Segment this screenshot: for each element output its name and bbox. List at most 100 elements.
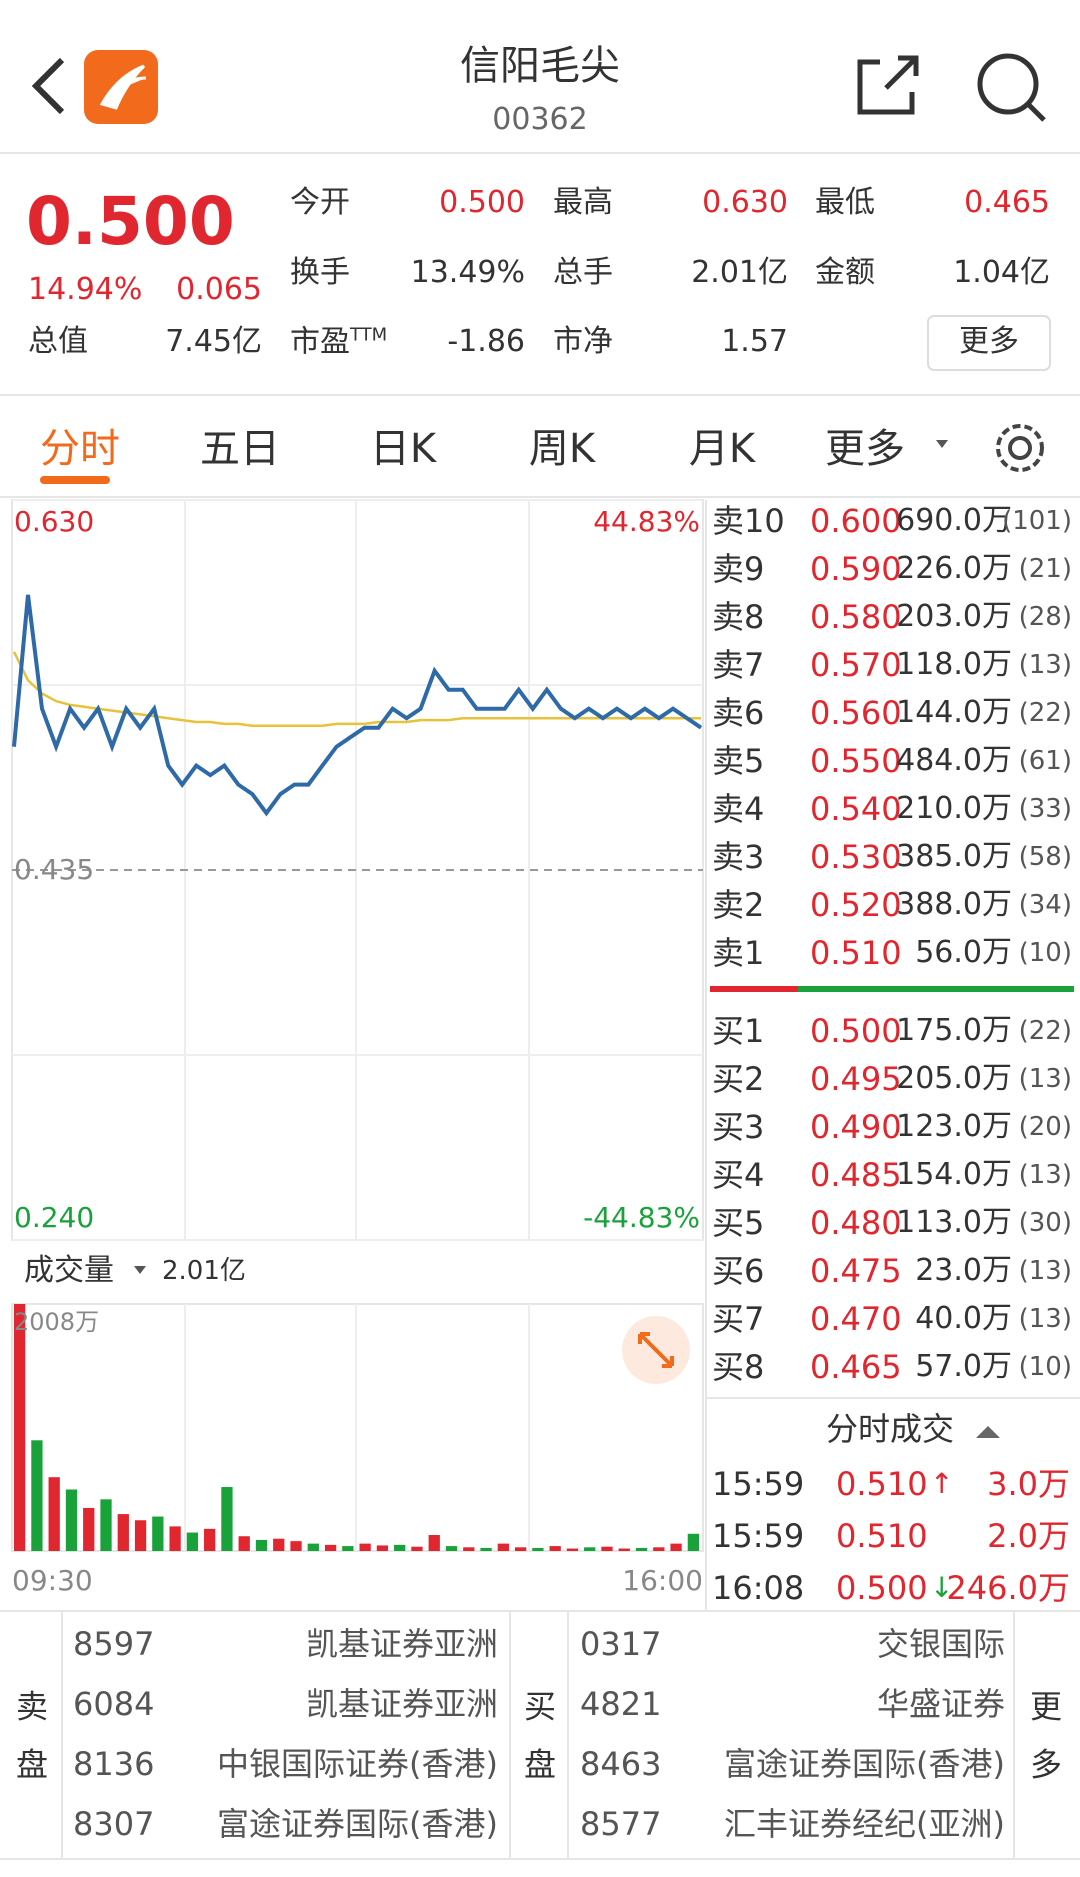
level-count: (58): [1018, 842, 1072, 872]
level-count: (10): [1018, 1352, 1072, 1382]
chart-grid: [184, 500, 530, 1551]
trade-price: 0.510: [836, 1517, 928, 1555]
level-volume: 40.0万: [915, 1301, 1012, 1336]
broker-name: 富途证券国际(香港): [217, 1805, 498, 1843]
x-label: 09:30: [12, 1564, 93, 1597]
search-button[interactable]: [977, 53, 1046, 122]
broker-code: 0317: [580, 1625, 662, 1663]
tab[interactable]: 日K: [369, 426, 437, 472]
change: 0.065: [176, 272, 262, 307]
back-button[interactable]: [31, 57, 65, 115]
volume-bar: [601, 1546, 613, 1551]
level-count: (13): [1018, 1256, 1072, 1286]
level-label: 买2: [712, 1060, 765, 1098]
divider: [0, 1858, 1080, 1860]
series-line: [12, 594, 703, 817]
level-label: 卖1: [712, 934, 765, 972]
stat-value: 0.630: [702, 185, 788, 220]
level-price: 0.485: [810, 1156, 902, 1194]
level-label: 卖8: [712, 598, 765, 636]
superscript: TTM: [350, 324, 388, 346]
broker-name: 中银国际证券(香港): [217, 1745, 498, 1783]
tab[interactable]: 更多: [825, 426, 905, 472]
level-label: 卖2: [712, 886, 765, 924]
broker-name: 富途证券国际(香港): [724, 1745, 1005, 1783]
level-price: 0.490: [810, 1108, 902, 1146]
volume-bar: [687, 1533, 699, 1551]
y-tick-label: 0.435: [14, 853, 95, 886]
level-price: 0.550: [810, 742, 902, 780]
volume-bar: [117, 1514, 129, 1551]
volume-bar: [65, 1489, 78, 1551]
more-button-label[interactable]: 更多: [959, 324, 1019, 359]
dropdown-arrow: [936, 440, 948, 448]
divider: [0, 496, 1080, 498]
share-button[interactable]: [857, 55, 919, 115]
volume-bar: [497, 1543, 509, 1551]
broker-code: 8577: [580, 1805, 662, 1843]
broker-name: 凯基证券亚洲: [305, 1685, 498, 1723]
side-label: 卖盘: [16, 1687, 49, 1783]
level-volume: 118.0万: [896, 647, 1012, 682]
tab[interactable]: 周K: [528, 426, 596, 472]
stat-label: 金额: [815, 255, 875, 290]
level-label: 买4: [712, 1156, 765, 1194]
level-label: 买1: [712, 1012, 765, 1050]
broker-code: 8307: [73, 1805, 155, 1843]
level-volume: 56.0万: [915, 935, 1012, 970]
tab[interactable]: 五日: [200, 426, 280, 472]
volume-bar: [290, 1541, 302, 1551]
volume-bar: [584, 1547, 596, 1551]
level-count: (13): [1018, 1160, 1072, 1190]
trade-time: 15:59: [712, 1517, 805, 1555]
volume-bar: [618, 1548, 630, 1551]
level-price: 0.600: [810, 502, 902, 540]
trade-direction: ↑: [930, 1467, 954, 1500]
volume-bar: [48, 1477, 60, 1551]
more-button[interactable]: [927, 315, 1051, 371]
level-price: 0.500: [810, 1012, 902, 1050]
level-volume: 203.0万: [896, 599, 1012, 634]
level-price: 0.495: [810, 1060, 902, 1098]
trade-direction: ↓: [930, 1571, 954, 1604]
stat-value: 2.01亿: [691, 255, 788, 290]
volume-label[interactable]: 成交量: [24, 1253, 114, 1288]
sort-arrow: [976, 1426, 1000, 1438]
volume-bar: [152, 1516, 164, 1551]
broker-name: 凯基证券亚洲: [305, 1625, 498, 1663]
settings-button[interactable]: [996, 424, 1044, 472]
volume-bar: [204, 1528, 216, 1551]
level-volume: 226.0万: [896, 551, 1012, 586]
volume-bar: [411, 1546, 423, 1551]
stat-label: 总手: [553, 255, 613, 290]
level-count: (21): [1018, 554, 1072, 584]
volume-total: 2.01亿: [162, 1256, 246, 1286]
level-price: 0.540: [810, 790, 902, 828]
stat-label: 市净: [553, 324, 613, 359]
volume-bar: [342, 1546, 354, 1551]
volume-bar: [445, 1546, 458, 1551]
level-price: 0.570: [810, 646, 902, 684]
level-count: (28): [1018, 602, 1072, 632]
trades-title: 分时成交: [825, 1410, 955, 1448]
level-price: 0.470: [810, 1300, 902, 1338]
change-pct: 14.94%: [28, 272, 143, 307]
stat-value: 13.49%: [410, 255, 525, 290]
broker-code: 4821: [580, 1685, 662, 1723]
trade-time: 15:59: [712, 1465, 805, 1503]
level-label: 买8: [712, 1348, 765, 1386]
y-tick-label: 0.240: [14, 1201, 95, 1234]
stat-label: 市盈TTM: [290, 324, 388, 360]
tab[interactable]: 分时: [40, 426, 120, 472]
level-count: (34): [1018, 890, 1072, 920]
tab[interactable]: 月K: [688, 426, 756, 472]
divider: [0, 1610, 1080, 1612]
volume-bar: [255, 1539, 268, 1551]
level-count: (33): [1018, 794, 1072, 824]
volume-bar: [324, 1544, 337, 1551]
volume-bar: [480, 1547, 492, 1551]
level-count: (20): [1018, 1112, 1072, 1142]
volume-bar: [514, 1547, 527, 1551]
